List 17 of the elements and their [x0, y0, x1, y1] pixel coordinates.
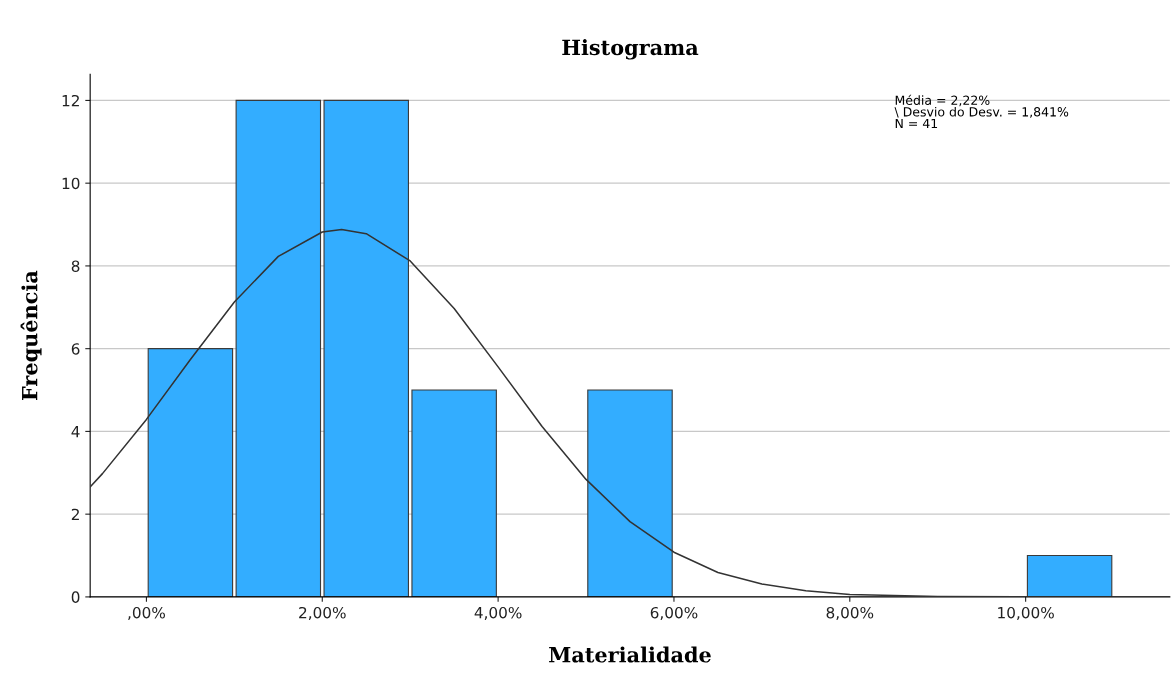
y-tick-label: 10	[62, 177, 80, 190]
x-axis-title: Materialidade	[549, 646, 711, 663]
y-axis-title: Frequência	[20, 270, 42, 401]
x-tick-label: 10,00%	[998, 606, 1054, 621]
y-tick-label: 12	[62, 94, 79, 107]
y-tick-label: 2	[71, 508, 79, 520]
y-tick-label: 6	[71, 343, 80, 355]
chart-title: Histograma	[562, 39, 699, 60]
x-tick-label: ,00%	[128, 606, 165, 621]
x-tick-label: 6,00%	[650, 606, 698, 621]
x-tick-label: 4,00%	[474, 606, 522, 621]
x-tick-label: 2,00%	[299, 606, 346, 621]
y-tick-label: 8	[71, 260, 80, 272]
y-tick-label: 0	[71, 591, 80, 603]
y-tick-label: 4	[71, 426, 80, 438]
annotation: Média = 2,22% \ Desvio do Desv. = 1,841% N = 41	[894, 94, 1069, 129]
x-tick-label: 8,00%	[826, 606, 874, 621]
